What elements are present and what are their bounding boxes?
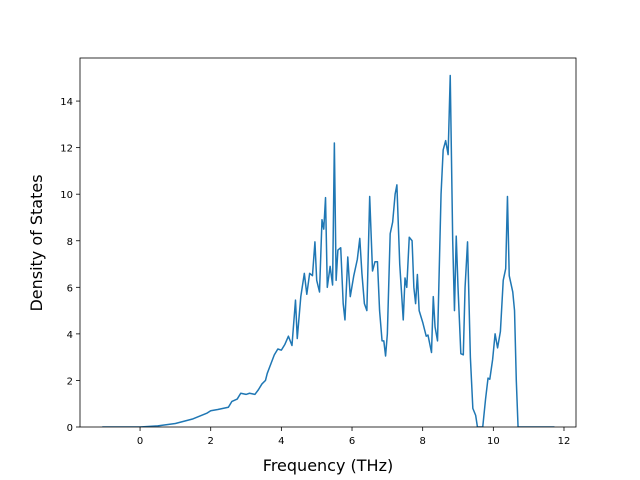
x-tick-label: 10 <box>487 436 500 447</box>
x-tick-label: 8 <box>419 436 425 447</box>
x-tick-label: 6 <box>349 436 355 447</box>
x-tick-label: 12 <box>558 436 571 447</box>
plot-frame <box>79 57 577 428</box>
y-tick-label: 6 <box>67 283 73 294</box>
y-axis-label: Density of States <box>27 174 46 311</box>
x-axis-label: Frequency (THz) <box>263 456 393 475</box>
y-tick-label: 4 <box>67 330 73 341</box>
y-tick-label: 8 <box>67 237 73 248</box>
y-tick-label: 14 <box>60 97 73 108</box>
x-tick-label: 0 <box>137 436 143 447</box>
dos-line <box>102 74 555 427</box>
x-tick-label: 2 <box>208 436 214 447</box>
y-tick-label: 0 <box>67 423 73 434</box>
y-tick-label: 10 <box>60 190 73 201</box>
x-tick-label: 4 <box>278 436 284 447</box>
y-tick-label: 2 <box>67 376 73 387</box>
y-tick-label: 12 <box>60 144 73 155</box>
